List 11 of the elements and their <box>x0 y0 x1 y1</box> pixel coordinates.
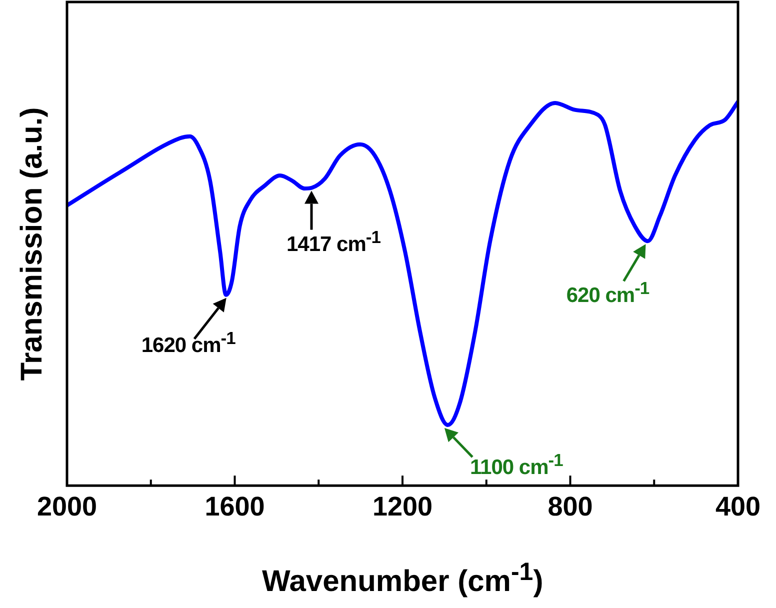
annotation: 1100 cm$^{-1}$ <box>470 450 563 480</box>
x-tick-label: 800 <box>548 491 593 522</box>
x-tick-label: 2000 <box>36 491 98 522</box>
annotation: 1620 cm$^{-1}$ <box>141 328 236 358</box>
annotation: 1417 cm$^{-1}$ <box>286 226 380 257</box>
x-tick-label: 400 <box>715 491 761 522</box>
annotation: 620 cm$^{-1}$ <box>566 278 650 308</box>
x-axis-title: Wavenumber (cm$^{-1}$) <box>262 558 544 599</box>
y-axis-title: Transmission (a.u.) <box>15 107 50 380</box>
x-tick-label: 1200 <box>372 491 433 522</box>
x-tick-label: 1600 <box>204 491 265 522</box>
